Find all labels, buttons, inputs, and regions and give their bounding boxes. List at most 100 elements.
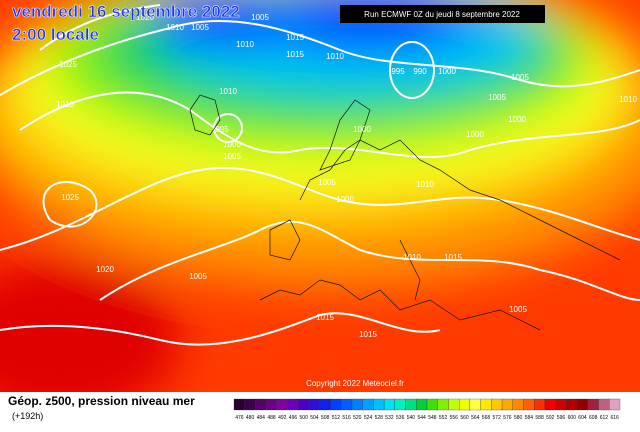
scale-swatch <box>523 398 535 411</box>
scale-label: 576 <box>503 415 512 421</box>
isobar-label: 1000 <box>466 130 484 139</box>
isobar-label: 1005 <box>251 13 269 22</box>
scale-swatch <box>480 398 492 411</box>
isobar-label: 1000 <box>353 125 371 134</box>
scale-label: 568 <box>482 415 491 421</box>
scale-label: 592 <box>546 415 555 421</box>
scale-swatch <box>587 398 599 411</box>
copyright: Copyright 2022 Meteociel.fr <box>306 379 404 388</box>
scale-swatch <box>266 398 278 411</box>
run-box <box>340 5 545 23</box>
scale-label: 532 <box>385 415 394 421</box>
scale-label: 520 <box>353 415 362 421</box>
isobar-label: 995 <box>391 67 405 76</box>
scale-swatch <box>362 398 374 411</box>
scale-label: 488 <box>267 415 276 421</box>
footer-lead: (+192h) <box>12 411 43 421</box>
isobar-label: 1005 <box>223 152 241 161</box>
scale-swatch <box>566 398 578 411</box>
scale-swatch <box>351 398 363 411</box>
isobar-label: 1000 <box>508 115 526 124</box>
scale-swatch <box>405 398 417 411</box>
scale-swatch <box>469 398 481 411</box>
scale-swatch <box>448 398 460 411</box>
scale-swatch <box>416 398 428 411</box>
scale-label: 528 <box>375 415 384 421</box>
isobar-label: 1005 <box>189 272 207 281</box>
scale-swatch <box>491 398 503 411</box>
scale-label: 504 <box>310 415 319 421</box>
scale-swatch <box>276 398 288 411</box>
scale-label: 564 <box>471 415 480 421</box>
map-time: 2:00 locale <box>12 25 99 44</box>
scale-swatch <box>609 398 621 411</box>
isobar-label: 1010 <box>403 253 421 262</box>
isobar-label: 1005 <box>511 73 529 82</box>
scale-label: 548 <box>428 415 437 421</box>
scale-label: 508 <box>321 415 330 421</box>
scale-swatch <box>534 398 546 411</box>
map-field: 1020 1010 1005 1005 1015 1010 1015 1010 1025 1010… <box>0 0 640 392</box>
scale-swatch <box>319 398 331 411</box>
isobar-label: 990 <box>413 67 427 76</box>
scale-label: 496 <box>289 415 298 421</box>
scale-label: 524 <box>364 415 373 421</box>
isobar-label: 1015 <box>316 313 334 322</box>
isobar-label: 1015 <box>286 33 304 42</box>
scale-label: 544 <box>417 415 426 421</box>
color-scale: 476 480 484 488 492 496 500 504 508 512 516 520 524 5… <box>233 398 621 421</box>
isobar-label: 1000 <box>223 140 241 149</box>
isobar-label: 1020 <box>96 265 114 274</box>
scale-label: 480 <box>246 415 255 421</box>
scale-swatch <box>330 398 342 411</box>
scale-swatch <box>233 398 245 411</box>
scale-swatch <box>544 398 556 411</box>
coastlines <box>189 94 621 331</box>
isobar-label: 1010 <box>219 87 237 96</box>
scale-swatch <box>383 398 395 411</box>
scale-label: 556 <box>450 415 459 421</box>
scale-label: 580 <box>514 415 523 421</box>
scale-label: 604 <box>578 415 587 421</box>
map-title: vendredi 16 septembre 2022 <box>12 2 240 21</box>
isobar-label: 1000 <box>336 195 354 204</box>
scale-label: 600 <box>568 415 577 421</box>
scale-label: 536 <box>396 415 405 421</box>
scale-swatch <box>576 398 588 411</box>
scale-swatch <box>394 398 406 411</box>
scale-label: 596 <box>557 415 566 421</box>
scale-swatch <box>341 398 353 411</box>
footer-title: Géop. z500, pression niveau mer <box>8 394 195 408</box>
isobar-label: 1010 <box>619 95 637 104</box>
scale-label: 512 <box>332 415 341 421</box>
isobar-label: 1010 <box>416 180 434 189</box>
scale-swatch <box>512 398 524 411</box>
scale-label: 492 <box>278 415 287 421</box>
run-label: Run ECMWF 0Z du jeudi 8 septembre 2022 <box>364 10 520 19</box>
scale-swatch <box>598 398 610 411</box>
isobar-label: 1005 <box>318 178 336 187</box>
isobar-label: 1025 <box>61 193 79 202</box>
isobars <box>0 4 640 346</box>
scale-swatch <box>308 398 320 411</box>
isobar-label: 1010 <box>326 52 344 61</box>
scale-label: 540 <box>407 415 416 421</box>
isobar-label: 1015 <box>286 50 304 59</box>
isobar-labels: 1020 1010 1005 1005 1015 1010 1015 1010 1025 1010… <box>56 13 637 339</box>
isobar-label: 1005 <box>509 305 527 314</box>
scale-label: 608 <box>589 415 598 421</box>
scale-label: 500 <box>300 415 309 421</box>
isobar-label: 1000 <box>438 67 456 76</box>
scale-swatch <box>555 398 567 411</box>
scale-swatch <box>373 398 385 411</box>
isobar-label: 995 <box>215 125 229 134</box>
isobar-label: 1010 <box>166 23 184 32</box>
scale-swatch <box>426 398 438 411</box>
scale-label: 588 <box>535 415 544 421</box>
scale-swatch <box>437 398 449 411</box>
scale-swatch <box>298 398 310 411</box>
scale-label: 476 <box>235 415 244 421</box>
isobar-label: 1005 <box>488 93 506 102</box>
